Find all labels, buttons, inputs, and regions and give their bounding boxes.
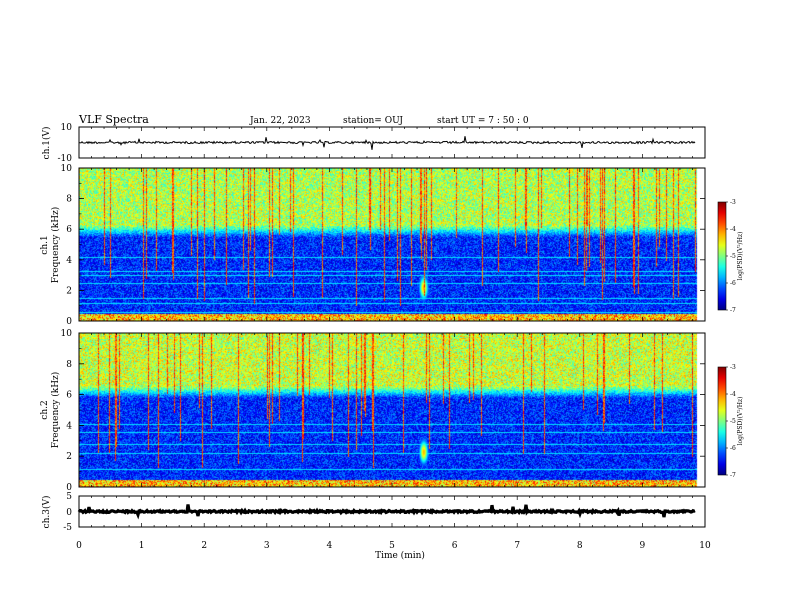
time-tick-label: 0 <box>76 541 82 551</box>
ch1-ytick-top: 10 <box>61 123 73 133</box>
ch1-ytick-label: 0 <box>66 317 72 327</box>
figure-date: Jan. 22, 2023 <box>249 116 311 126</box>
ch1-ytick-label: 8 <box>66 195 72 205</box>
ch1-spectrogram-yticks: 0 2 4 6 8 10 <box>61 164 705 327</box>
ch1-colorbar-tick-label: -7 <box>730 307 736 314</box>
time-tick-label: 2 <box>201 541 207 551</box>
ch2-colorbar-tick-label: -6 <box>730 445 736 452</box>
ch2-colorbar-tick-label: -3 <box>730 364 736 371</box>
ch1-colorbar: -3 -4 -5 -6 -7 log(PSD)(V²/Hz) <box>717 199 744 314</box>
ch2-ytick-label: 4 <box>66 421 72 431</box>
figure-start-time: start UT = 7 : 50 : 0 <box>437 116 529 126</box>
time-tick-label: 10 <box>699 541 711 551</box>
ch2-ytick-label: 2 <box>66 452 72 462</box>
ch2-spectrogram-panel: 0 2 4 6 8 10 ch.2 Frequency (kHz) -3 -4 -5 -6 -7 l… <box>40 329 744 493</box>
ch3-waveform-trace <box>77 504 696 520</box>
ch2-ytick-label: 6 <box>66 391 72 401</box>
ch1-colorbar-scale <box>717 201 727 311</box>
ch2-spectrogram-ylabel: Frequency (kHz) <box>50 372 61 449</box>
ch2-colorbar-scale <box>717 366 727 476</box>
ch1-ytick-label: 2 <box>66 286 72 296</box>
ch1-ytick-label: 4 <box>66 256 72 266</box>
ch1-spectrogram-panel: 0 2 4 6 8 10 ch.1 Frequency (kHz) -3 -4 -5 -6 -7 l… <box>40 164 744 327</box>
time-axis-label: Time (min) <box>375 550 425 561</box>
ch2-ytick-label: 8 <box>66 360 72 370</box>
ch1-colorbar-label: log(PSD)(V²/Hz) <box>737 232 744 281</box>
ch3-waveform-panel: 5 0 -5 ch.3(V) <box>41 492 706 533</box>
ch1-spectrogram-image <box>79 168 705 321</box>
ch1-colorbar-tick-label: -6 <box>730 280 736 287</box>
ch1-colorbar-tick-label: -3 <box>730 199 736 206</box>
ch3-waveform-ylabel: ch.3(V) <box>41 496 52 529</box>
ch1-ytick-label: 6 <box>66 225 72 235</box>
ch2-colorbar-label: log(PSD)(V²/Hz) <box>737 397 744 446</box>
ch2-colorbar-tick-label: -7 <box>730 472 736 479</box>
ch1-waveform-panel: 10 -10 ch.1(V) <box>41 123 706 164</box>
time-tick-label: 4 <box>327 541 333 551</box>
ch1-ytick-label: 10 <box>61 164 73 174</box>
ch1-waveform-trace <box>79 136 696 150</box>
time-axis-ticks: 0 1 2 3 4 5 6 7 8 9 10 <box>76 127 711 551</box>
ch3-waveform-line <box>77 504 696 520</box>
ch2-ytick-label: 0 <box>66 483 72 493</box>
time-tick-label: 1 <box>139 541 145 551</box>
ch3-ytick-top: 5 <box>66 492 72 502</box>
ch1-colorbar-tick-label: -4 <box>730 226 736 233</box>
ch2-colorbar: -3 -4 -5 -6 -7 log(PSD)(V²/Hz) <box>717 364 744 479</box>
ch1-waveform-ylabel: ch.1(V) <box>41 127 52 160</box>
ch3-ytick-bottom: -5 <box>63 523 72 533</box>
ch2-colorbar-tick-label: -4 <box>730 391 736 398</box>
ch1-spectrogram-ylabel-channel: ch.1 <box>40 235 50 254</box>
figure-title: VLF Spectra <box>78 113 149 126</box>
ch2-spectrogram-image <box>79 333 705 487</box>
ch1-waveform-line <box>79 136 696 150</box>
ch2-spectrogram-ylabel-channel: ch.2 <box>40 400 50 419</box>
figure-station: station= OUJ <box>343 116 403 126</box>
ch2-ytick-label: 10 <box>61 329 73 339</box>
ch1-ytick-bottom: -10 <box>58 154 73 164</box>
ch1-spectrogram-ylabel: Frequency (kHz) <box>50 207 61 284</box>
ch3-ytick-middle: 0 <box>66 508 72 518</box>
time-tick-label: 7 <box>514 541 520 551</box>
ch2-colorbar-tick-label: -5 <box>730 418 736 425</box>
ch2-spectrogram-yticks: 0 2 4 6 8 10 <box>61 329 705 493</box>
time-tick-label: 5 <box>389 541 395 551</box>
time-tick-label: 8 <box>577 541 583 551</box>
time-tick-label: 9 <box>640 541 646 551</box>
time-tick-label: 6 <box>452 541 458 551</box>
time-tick-label: 3 <box>264 541 270 551</box>
ch1-colorbar-tick-label: -5 <box>730 253 736 260</box>
